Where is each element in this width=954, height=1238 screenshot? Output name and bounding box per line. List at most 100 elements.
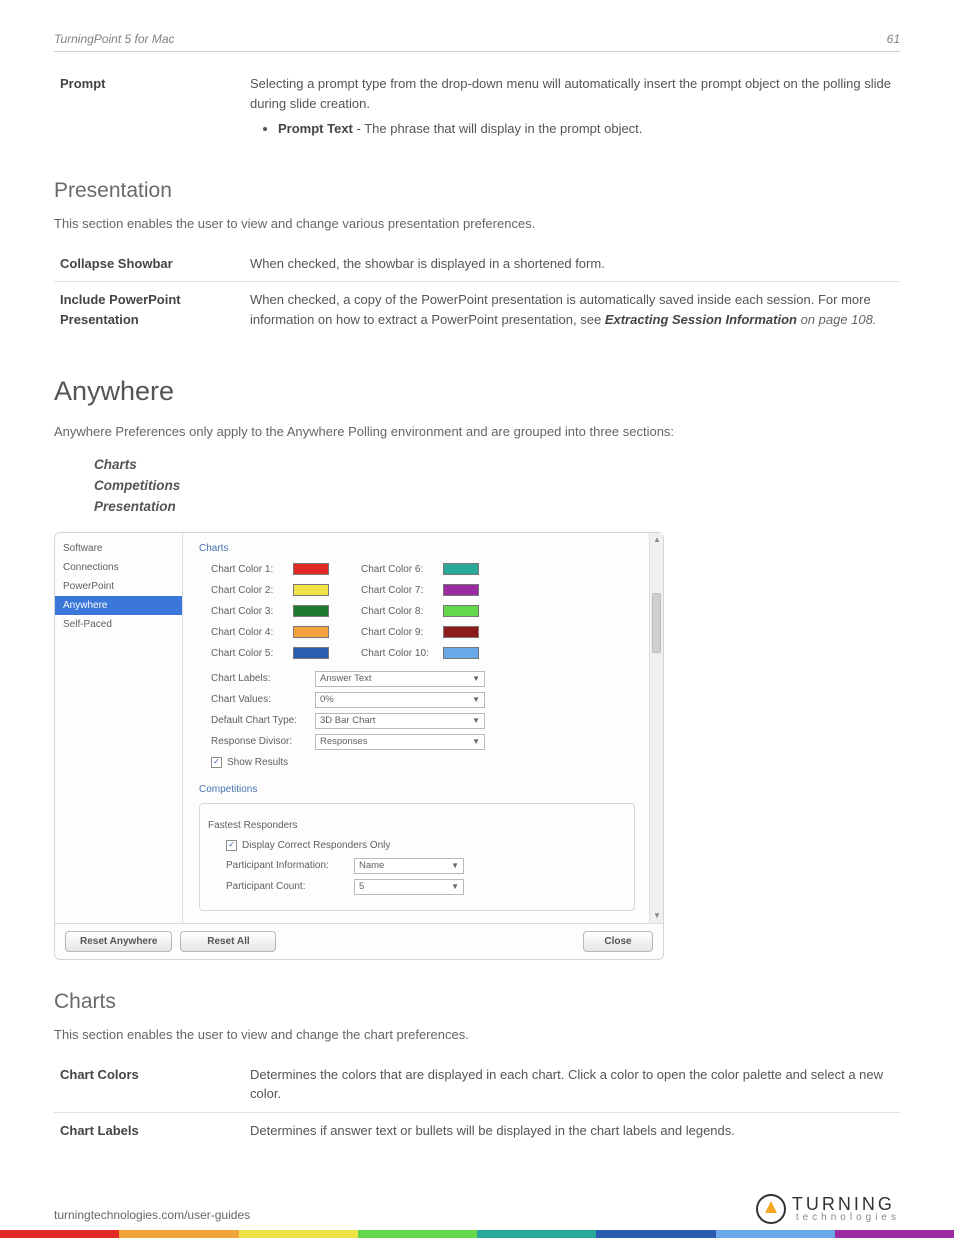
chart-color-label: Chart Color 3: [211,604,283,619]
toc-presentation[interactable]: Presentation [94,497,900,518]
chart-color-row: Chart Color 4: [211,625,361,640]
sidebar-item-connections[interactable]: Connections [55,558,182,577]
presentation-table: Collapse Showbar When checked, the showb… [54,246,900,338]
term-collapse-showbar: Collapse Showbar [54,246,244,282]
anywhere-toc: Charts Competitions Presentation [94,455,900,518]
participant-count-select[interactable]: 5 ▼ [354,879,464,895]
display-correct-label: Display Correct Responders Only [242,838,390,853]
caret-down-icon: ▼ [472,715,480,727]
charts-intro: This section enables the user to view an… [54,1025,900,1045]
chart-values-label: Chart Values: [211,692,315,707]
chart-color-grid: Chart Color 1:Chart Color 6:Chart Color … [211,562,649,661]
sidebar-item-software[interactable]: Software [55,539,182,558]
scrollbar[interactable]: ▲ ▼ [649,533,663,923]
group-charts: Charts [199,541,649,556]
desc-collapse-showbar: When checked, the showbar is displayed i… [244,246,900,282]
caret-down-icon: ▼ [472,694,480,706]
chart-labels-value: Answer Text [320,672,372,686]
include-ppt-link: Extracting Session Information [605,312,797,327]
desc-include-ppt: When checked, a copy of the PowerPoint p… [244,282,900,338]
chart-values-select[interactable]: 0% ▼ [315,692,485,708]
footer-link[interactable]: turningtechnologies.com/user-guides [54,1206,250,1224]
chart-labels-label: Chart Labels: [211,671,315,686]
chart-color-swatch[interactable] [443,605,479,617]
chart-color-swatch[interactable] [293,647,329,659]
default-chart-type-label: Default Chart Type: [211,713,315,728]
display-correct-row[interactable]: ✓ Display Correct Responders Only [226,838,626,853]
chart-color-swatch[interactable] [293,626,329,638]
chart-color-swatch[interactable] [443,647,479,659]
rainbow-segment [596,1230,715,1238]
scroll-up-icon[interactable]: ▲ [650,533,664,547]
term-chart-colors: Chart Colors [54,1057,244,1113]
caret-down-icon: ▼ [472,736,480,748]
term-chart-labels: Chart Labels [54,1112,244,1148]
chart-color-row: Chart Color 3: [211,604,361,619]
chart-color-swatch[interactable] [443,563,479,575]
prompt-bullet-rest: - The phrase that will display in the pr… [353,121,643,136]
toc-charts[interactable]: Charts [94,455,900,476]
participant-count-value: 5 [359,880,364,894]
chart-color-row: Chart Color 8: [361,604,511,619]
reset-all-button[interactable]: Reset All [180,931,276,952]
heading-anywhere: Anywhere [54,371,900,412]
toc-competitions[interactable]: Competitions [94,476,900,497]
chart-values-value: 0% [320,693,334,707]
chart-color-row: Chart Color 10: [361,646,511,661]
chart-color-swatch[interactable] [443,584,479,596]
chart-labels-row: Chart Labels:Answer Text▼ [211,671,649,687]
rainbow-segment [358,1230,477,1238]
caret-down-icon: ▼ [451,881,459,893]
chart-values-row: Chart Values: 0% ▼ [211,692,649,708]
desc-chart-labels: Determines if answer text or bullets wil… [244,1112,900,1148]
page-header: TurningPoint 5 for Mac 61 [54,30,900,52]
chart-color-label: Chart Color 7: [361,583,433,598]
sidebar-item-powerpoint[interactable]: PowerPoint [55,577,182,596]
prefs-sidebar: SoftwareConnectionsPowerPointAnywhereSel… [55,533,183,923]
sidebar-item-anywhere[interactable]: Anywhere [55,596,182,615]
response-divisor-value: Responses [320,735,368,749]
chart-color-swatch[interactable] [293,584,329,596]
chart-color-row: Chart Color 7: [361,583,511,598]
response-divisor-row: Response Divisor:Responses▼ [211,734,649,750]
checkbox-checked-icon[interactable]: ✓ [226,840,237,851]
heading-presentation: Presentation [54,175,900,207]
participant-info-label: Participant Information: [226,858,354,873]
checkbox-checked-icon[interactable]: ✓ [211,757,222,768]
close-button[interactable]: Close [583,931,653,952]
page-number: 61 [887,30,900,48]
chart-color-swatch[interactable] [293,605,329,617]
chart-labels-select[interactable]: Answer Text▼ [315,671,485,687]
include-ppt-post: on page 108. [797,312,877,327]
scroll-thumb[interactable] [652,593,661,653]
chart-color-label: Chart Color 9: [361,625,433,640]
chart-color-label: Chart Color 4: [211,625,283,640]
page-footer: turningtechnologies.com/user-guides TURN… [0,1194,954,1238]
chart-color-row: Chart Color 1: [211,562,361,577]
logo-text-2: technologies [792,1213,900,1223]
rainbow-segment [119,1230,238,1238]
chart-color-swatch[interactable] [443,626,479,638]
group-competitions: Competitions [199,782,649,797]
chart-color-row: Chart Color 9: [361,625,511,640]
rainbow-bar [0,1230,954,1238]
term-include-ppt: Include PowerPoint Presentation [54,282,244,338]
chart-color-label: Chart Color 5: [211,646,283,661]
participant-info-select[interactable]: Name ▼ [354,858,464,874]
default-chart-type-select[interactable]: 3D Bar Chart▼ [315,713,485,729]
chart-color-row: Chart Color 5: [211,646,361,661]
desc-prompt: Selecting a prompt type from the drop-do… [244,66,900,149]
rainbow-segment [716,1230,835,1238]
logo-text-1: TURNING [792,1196,900,1213]
prefs-main: ▲ ▼ Charts Chart Color 1:Chart Color 6:C… [183,533,663,923]
scroll-down-icon[interactable]: ▼ [650,909,664,923]
reset-anywhere-button[interactable]: Reset Anywhere [65,931,172,952]
turning-logo: TURNING technologies [756,1194,900,1224]
chart-color-swatch[interactable] [293,563,329,575]
prompt-desc-text: Selecting a prompt type from the drop-do… [250,76,891,111]
caret-down-icon: ▼ [451,860,459,872]
sidebar-item-self-paced[interactable]: Self-Paced [55,615,182,634]
competitions-box: Fastest Responders ✓ Display Correct Res… [199,803,635,911]
show-results-row[interactable]: ✓ Show Results [211,755,649,770]
response-divisor-select[interactable]: Responses ▼ [315,734,485,750]
